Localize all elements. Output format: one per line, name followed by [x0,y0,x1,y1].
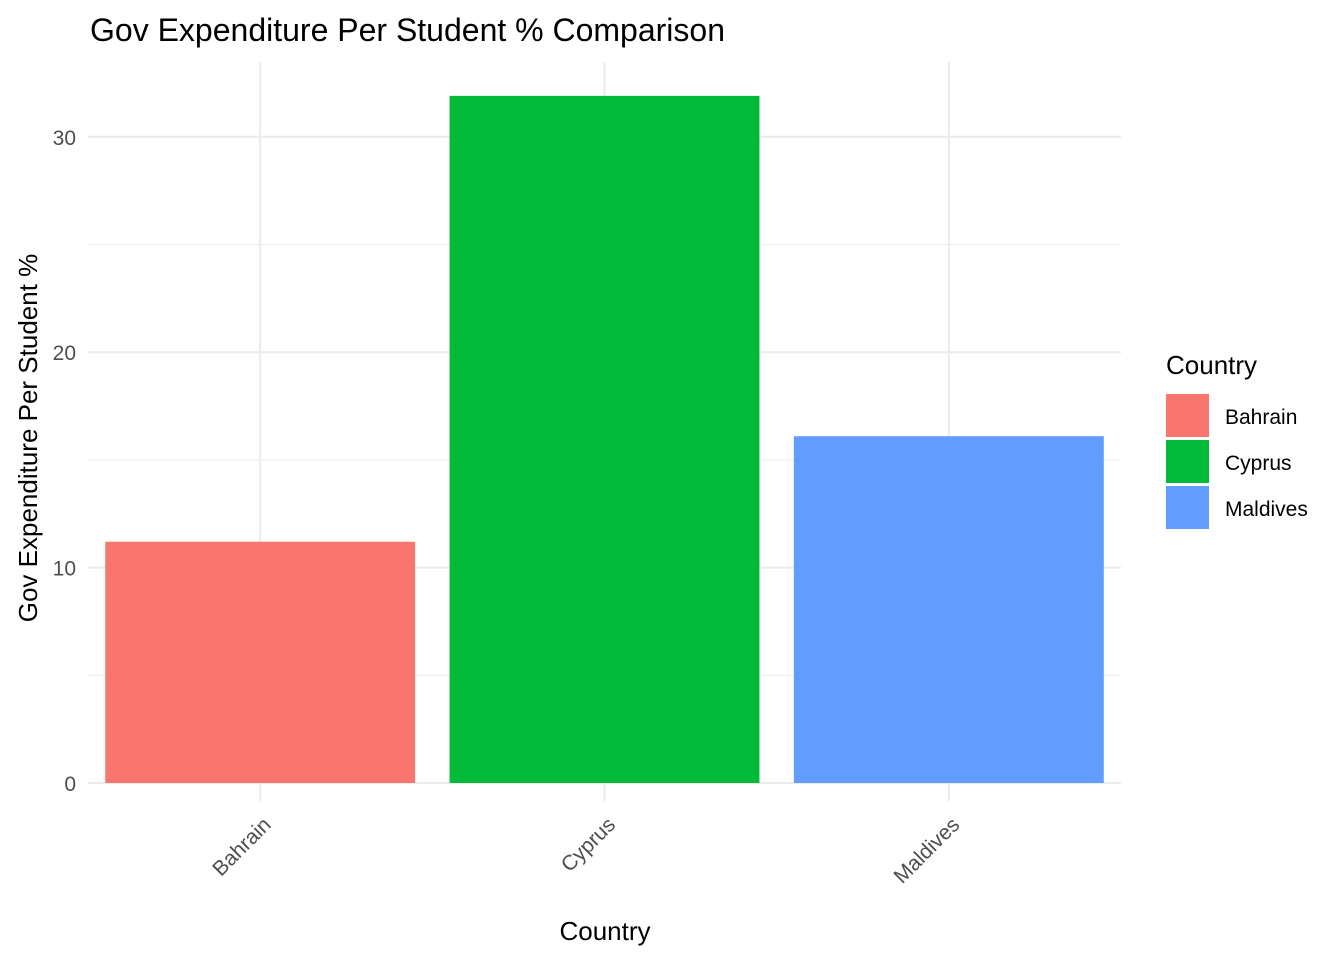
legend-label-bahrain: Bahrain [1225,406,1297,429]
legend-label-cyprus: Cyprus [1225,452,1292,475]
y-axis-title: Gov Expenditure Per Student % [13,254,43,623]
y-tick-label: 10 [53,558,76,581]
x-tick-label: Maldives [890,813,965,888]
legend: Country Bahrain Cyprus Maldives [1166,350,1308,529]
y-tick-label: 0 [64,773,76,796]
bar-maldives [793,436,1104,783]
y-tick-label: 30 [53,127,76,150]
x-tick-label: Bahrain [208,813,275,880]
x-tick-label: Cyprus [557,813,620,876]
y-axis-tick-labels: 0 10 20 30 [53,127,76,796]
legend-swatch-maldives [1166,486,1209,529]
x-axis-tick-labels: Bahrain Cyprus Maldives [208,813,964,888]
x-axis-title: Country [559,916,650,946]
legend-label-maldives: Maldives [1225,498,1308,521]
bar-cyprus [449,95,760,783]
legend-items: Bahrain Cyprus Maldives [1166,394,1308,529]
legend-swatch-cyprus [1166,440,1209,483]
legend-title: Country [1166,350,1257,380]
bars [105,95,1104,783]
bar-bahrain [105,541,416,783]
y-tick-label: 20 [53,342,76,365]
chart-title: Gov Expenditure Per Student % Comparison [90,12,725,48]
legend-swatch-bahrain [1166,394,1209,437]
